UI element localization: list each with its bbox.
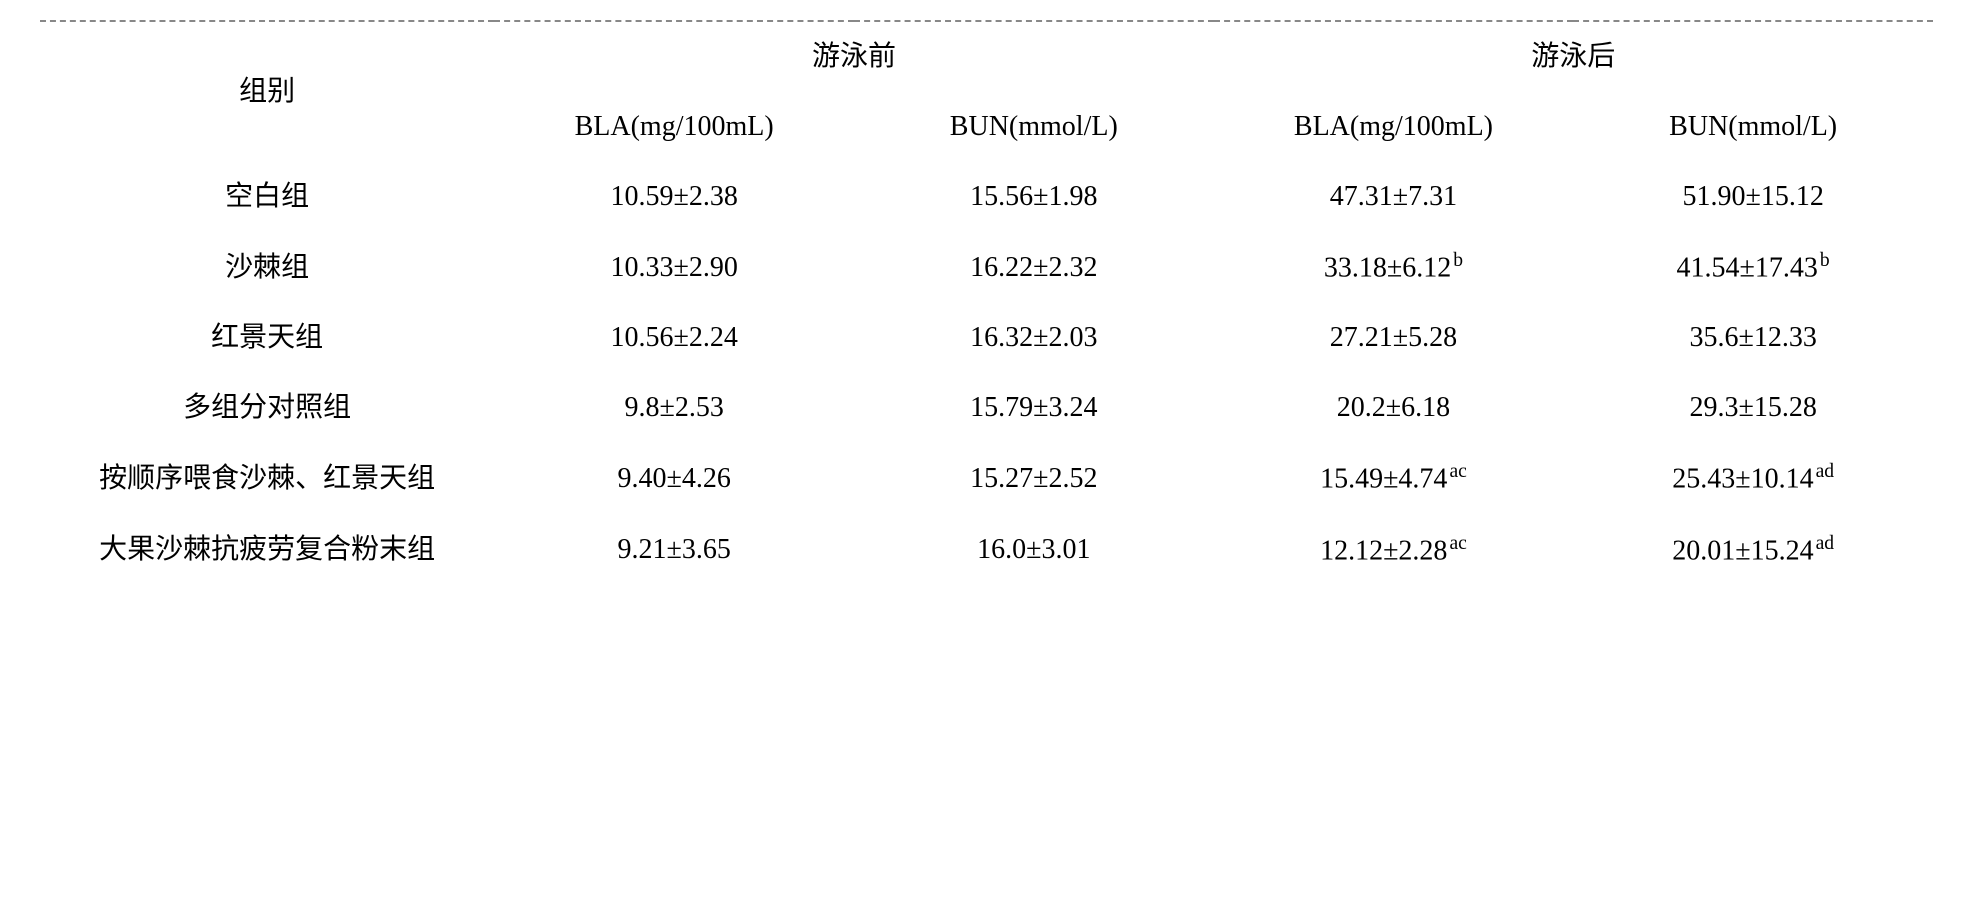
table-row: 空白组 10.59±2.38 15.56±1.98 47.31±7.31 51.90±1… <box>40 162 1933 232</box>
cell-superscript: ad <box>1816 461 1835 482</box>
cell-post-bun: 35.6±12.33 <box>1573 303 1933 373</box>
cell-value: 9.40±4.26 <box>617 463 730 494</box>
row-label: 按顺序喂食沙棘、红景天组 <box>40 443 494 514</box>
cell-pre-bla: 9.8±2.53 <box>494 373 854 443</box>
header-post-bun: BUN(mmol/L) <box>1573 92 1933 162</box>
cell-value: 10.59±2.38 <box>610 181 737 212</box>
cell-post-bla: 47.31±7.31 <box>1214 162 1574 232</box>
cell-value: 25.43±10.14 <box>1672 464 1813 495</box>
cell-value: 10.33±2.90 <box>610 252 737 283</box>
table-row: 红景天组 10.56±2.24 16.32±2.03 27.21±5.28 35.6±1… <box>40 303 1933 373</box>
cell-post-bla: 33.18±6.12b <box>1214 232 1574 303</box>
cell-value: 47.31±7.31 <box>1330 181 1457 212</box>
cell-superscript: b <box>1453 250 1463 271</box>
cell-value: 9.21±3.65 <box>617 534 730 565</box>
cell-pre-bun: 16.22±2.32 <box>854 232 1214 303</box>
cell-superscript: ad <box>1816 533 1835 554</box>
cell-pre-bun: 16.0±3.01 <box>854 515 1214 586</box>
header-pre-bla: BLA(mg/100mL) <box>494 92 854 162</box>
cell-superscript: b <box>1820 250 1830 271</box>
cell-pre-bun: 15.27±2.52 <box>854 443 1214 514</box>
data-table: 组别 游泳前 游泳后 BLA(mg/100mL) BUN(mmol/L) BLA… <box>40 20 1933 586</box>
row-label: 空白组 <box>40 162 494 232</box>
cell-value: 15.49±4.74 <box>1320 464 1447 495</box>
cell-value: 51.90±15.12 <box>1682 181 1823 212</box>
cell-value: 35.6±12.33 <box>1689 322 1816 353</box>
cell-value: 29.3±15.28 <box>1689 392 1816 423</box>
table-row: 多组分对照组 9.8±2.53 15.79±3.24 20.2±6.18 29.3±15… <box>40 373 1933 443</box>
cell-value: 20.2±6.18 <box>1337 392 1450 423</box>
row-label: 沙棘组 <box>40 232 494 303</box>
cell-value: 20.01±15.24 <box>1672 535 1813 566</box>
header-post-bla: BLA(mg/100mL) <box>1214 92 1574 162</box>
cell-pre-bun: 15.56±1.98 <box>854 162 1214 232</box>
cell-pre-bla: 9.40±4.26 <box>494 443 854 514</box>
cell-post-bun: 41.54±17.43b <box>1573 232 1933 303</box>
cell-post-bla: 15.49±4.74ac <box>1214 443 1574 514</box>
cell-value: 15.27±2.52 <box>970 463 1097 494</box>
cell-value: 16.22±2.32 <box>970 252 1097 283</box>
cell-post-bun: 29.3±15.28 <box>1573 373 1933 443</box>
table-row: 大果沙棘抗疲劳复合粉末组 9.21±3.65 16.0±3.01 12.12±2.28… <box>40 515 1933 586</box>
cell-value: 15.79±3.24 <box>970 392 1097 423</box>
cell-value: 27.21±5.28 <box>1330 322 1457 353</box>
header-group: 组别 <box>40 21 494 162</box>
row-label: 多组分对照组 <box>40 373 494 443</box>
cell-post-bla: 12.12±2.28ac <box>1214 515 1574 586</box>
row-label: 大果沙棘抗疲劳复合粉末组 <box>40 515 494 586</box>
cell-pre-bun: 16.32±2.03 <box>854 303 1214 373</box>
cell-value: 15.56±1.98 <box>970 181 1097 212</box>
cell-value: 10.56±2.24 <box>610 322 737 353</box>
header-post-swim: 游泳后 <box>1214 21 1933 92</box>
cell-value: 33.18±6.12 <box>1324 252 1451 283</box>
cell-post-bla: 27.21±5.28 <box>1214 303 1574 373</box>
row-label: 红景天组 <box>40 303 494 373</box>
cell-post-bun: 25.43±10.14ad <box>1573 443 1933 514</box>
cell-post-bun: 51.90±15.12 <box>1573 162 1933 232</box>
cell-pre-bla: 10.56±2.24 <box>494 303 854 373</box>
table-row: 沙棘组10.33±2.9016.22±2.3233.18±6.12b41.54±… <box>40 232 1933 303</box>
cell-value: 16.32±2.03 <box>970 322 1097 353</box>
cell-pre-bla: 10.33±2.90 <box>494 232 854 303</box>
cell-post-bla: 20.2±6.18 <box>1214 373 1574 443</box>
header-pre-bun: BUN(mmol/L) <box>854 92 1214 162</box>
table-row: 按顺序喂食沙棘、红景天组 9.40±4.26 15.27±2.52 15.49±4.7… <box>40 443 1933 514</box>
cell-pre-bun: 15.79±3.24 <box>854 373 1214 443</box>
cell-value: 12.12±2.28 <box>1320 535 1447 566</box>
cell-superscript: ac <box>1449 533 1466 554</box>
header-pre-swim: 游泳前 <box>494 21 1213 92</box>
cell-value: 41.54±17.43 <box>1677 252 1818 283</box>
cell-value: 16.0±3.01 <box>977 534 1090 565</box>
cell-post-bun: 20.01±15.24ad <box>1573 515 1933 586</box>
cell-value: 9.8±2.53 <box>624 392 723 423</box>
cell-pre-bla: 10.59±2.38 <box>494 162 854 232</box>
cell-pre-bla: 9.21±3.65 <box>494 515 854 586</box>
cell-superscript: ac <box>1449 461 1466 482</box>
